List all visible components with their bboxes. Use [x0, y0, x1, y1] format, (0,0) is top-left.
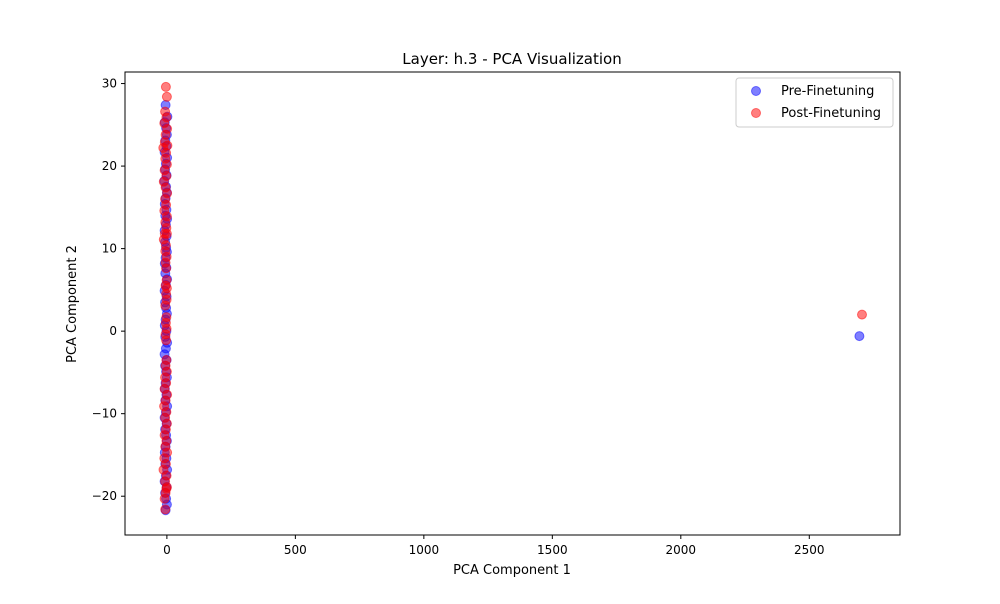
data-point [161, 228, 172, 239]
x-tick-label: 0 [163, 543, 171, 557]
legend: Pre-Finetuning Post-Finetuning [735, 77, 894, 128]
x-axis-label: PCA Component 1 [453, 563, 571, 578]
y-axis-label: PCA Component 2 [65, 245, 80, 363]
data-point [161, 263, 172, 274]
y-tick-label: 10 [102, 242, 117, 256]
legend-label-pre: Pre-Finetuning [781, 84, 874, 99]
y-tick-label: 0 [109, 324, 117, 338]
data-point [159, 493, 170, 504]
series-pre-finetuning [159, 100, 865, 516]
x-axis: 0 500 1000 1500 2000 2500 [163, 535, 825, 557]
data-point [857, 309, 867, 320]
y-tick-label: 20 [102, 159, 117, 173]
data-point [161, 335, 172, 346]
data-point [854, 331, 865, 342]
series-post-finetuning [158, 81, 867, 515]
y-tick-label: −20 [92, 489, 117, 503]
x-tick-label: 1500 [537, 543, 568, 557]
legend-label-post: Post-Finetuning [781, 106, 881, 121]
points-layer [158, 81, 867, 516]
x-tick-label: 2000 [666, 543, 697, 557]
y-tick-label: −10 [92, 407, 117, 421]
data-point [161, 483, 172, 494]
legend-marker-pre [751, 86, 761, 96]
data-point [160, 81, 171, 92]
legend-marker-post [751, 108, 761, 118]
x-tick-label: 2500 [794, 543, 825, 557]
x-tick-label: 500 [284, 543, 307, 557]
x-tick-label: 1000 [409, 543, 440, 557]
data-point [161, 91, 172, 102]
y-axis: −20 −10 0 10 20 30 [92, 77, 125, 503]
data-point [160, 504, 171, 515]
plot-frame [124, 71, 901, 536]
y-tick-label: 30 [102, 77, 117, 91]
chart-title: Layer: h.3 - PCA Visualization [402, 50, 621, 68]
data-point [160, 300, 171, 311]
legend-box [735, 77, 894, 128]
